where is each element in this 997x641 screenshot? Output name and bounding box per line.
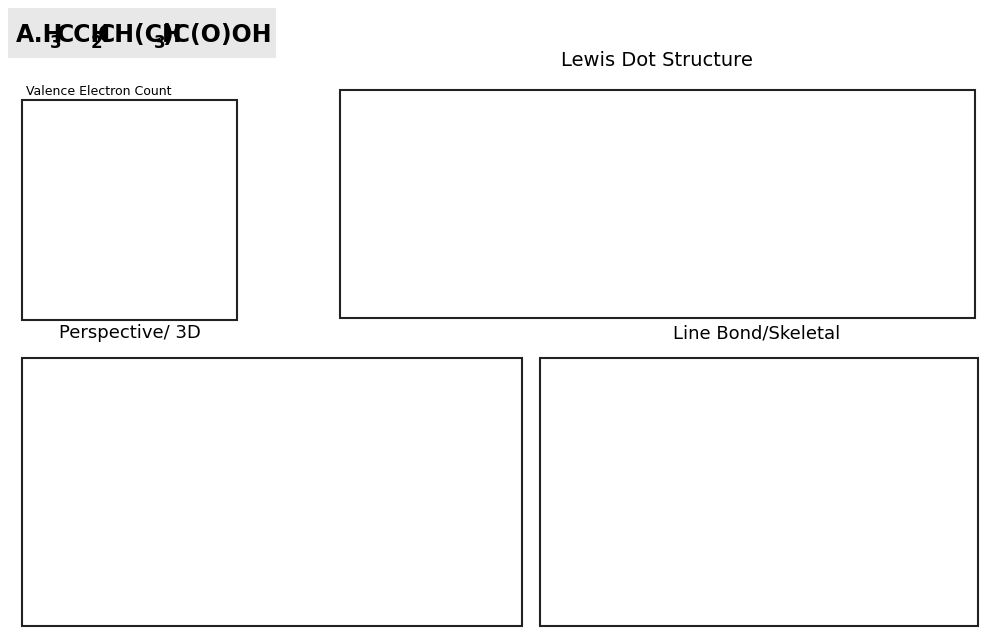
Bar	[540, 358, 978, 626]
Bar	[8, 8, 276, 58]
Text: Lewis Dot Structure: Lewis Dot Structure	[561, 51, 753, 70]
Text: )C(O)OH: )C(O)OH	[162, 23, 271, 47]
Text: Valence Electron Count: Valence Electron Count	[26, 85, 171, 98]
Bar	[22, 358, 522, 626]
Text: Perspective/ 3D: Perspective/ 3D	[59, 324, 201, 342]
Text: Line Bond/Skeletal: Line Bond/Skeletal	[673, 324, 840, 342]
Text: A.H: A.H	[16, 23, 64, 47]
Bar	[22, 100, 237, 320]
Text: 3: 3	[155, 34, 166, 52]
Bar	[340, 90, 975, 318]
Text: CH(CH: CH(CH	[98, 23, 183, 47]
Text: 3: 3	[50, 34, 61, 52]
Text: 2: 2	[91, 34, 103, 52]
Text: CCH: CCH	[57, 23, 112, 47]
